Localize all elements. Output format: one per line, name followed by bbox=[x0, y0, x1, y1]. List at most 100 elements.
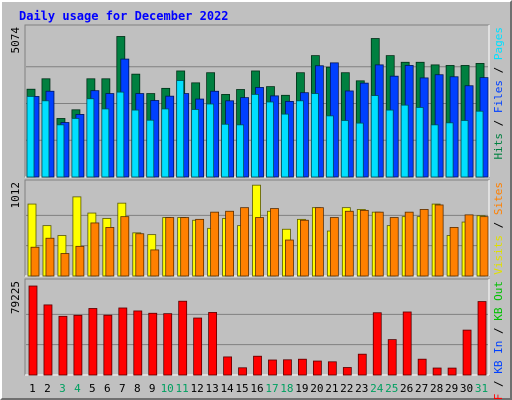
kbytes-bar bbox=[357, 353, 367, 376]
x-tick-label: 22 bbox=[340, 382, 353, 395]
sites-bar bbox=[434, 204, 444, 277]
sites-bar bbox=[75, 245, 85, 277]
x-tick-label: 5 bbox=[89, 382, 96, 395]
sites-bar bbox=[150, 249, 160, 277]
x-tick-label: 24 bbox=[370, 382, 384, 395]
legend-separator: / bbox=[492, 113, 505, 133]
pages-bar bbox=[251, 94, 259, 178]
kbytes-bar bbox=[417, 358, 427, 376]
kbytes-bar bbox=[238, 367, 247, 376]
pages-bar bbox=[41, 100, 50, 178]
sites-bar bbox=[464, 214, 474, 277]
pages-bar bbox=[116, 91, 125, 178]
x-tick-label: 19 bbox=[295, 382, 308, 395]
x-tick-label: 13 bbox=[205, 382, 218, 395]
legend-item: Visits bbox=[492, 235, 505, 275]
sites-bar bbox=[359, 209, 369, 277]
pages-bar bbox=[86, 98, 95, 178]
x-tick-label: 26 bbox=[400, 382, 413, 395]
pages-bar bbox=[445, 122, 454, 178]
x-tick-label: 3 bbox=[59, 382, 66, 395]
x-tick-label: 12 bbox=[191, 382, 204, 395]
kbytes-bar bbox=[387, 339, 397, 376]
sites-bar bbox=[195, 218, 205, 277]
sites-bar bbox=[344, 210, 354, 277]
legend-item: KB F bbox=[492, 394, 505, 400]
pages-bar bbox=[236, 124, 244, 178]
x-tick-label: 11 bbox=[176, 382, 189, 395]
legend-separator: / bbox=[492, 60, 505, 80]
sites-bar bbox=[285, 239, 294, 277]
sites-bar bbox=[120, 216, 130, 277]
sites-bar bbox=[210, 211, 220, 277]
pages-bar bbox=[355, 122, 364, 178]
kbytes-bar bbox=[118, 307, 128, 376]
x-tick-label: 9 bbox=[149, 382, 156, 395]
pages-bar bbox=[400, 104, 409, 178]
x-tick-label: 16 bbox=[250, 382, 263, 395]
pages-bar bbox=[325, 115, 334, 178]
pages-bar bbox=[340, 120, 349, 178]
x-tick-label: 27 bbox=[415, 382, 428, 395]
sites-bar bbox=[255, 217, 264, 277]
pages-bar bbox=[430, 124, 439, 178]
chart-title: Daily usage for December 2022 bbox=[19, 9, 229, 23]
pages-bar bbox=[71, 118, 80, 178]
sites-bar bbox=[419, 209, 429, 277]
kbytes-bar bbox=[163, 313, 173, 376]
legend-item: KB Out bbox=[492, 281, 505, 321]
legend-separator: / bbox=[492, 374, 505, 394]
sites-bar bbox=[180, 217, 190, 277]
sites-bar bbox=[374, 211, 384, 277]
sites-bar bbox=[314, 207, 324, 277]
sites-bar bbox=[389, 217, 399, 277]
sites-bar bbox=[60, 253, 70, 277]
kbytes-bar bbox=[283, 359, 292, 376]
kbytes-bar bbox=[148, 312, 158, 376]
y-axis-max-label: 79225 bbox=[9, 281, 22, 314]
sites-bar bbox=[165, 217, 175, 277]
kbytes-bar bbox=[447, 367, 457, 376]
x-tick-label: 14 bbox=[220, 382, 234, 395]
kbytes-bar bbox=[88, 308, 98, 376]
sites-bar bbox=[135, 233, 145, 277]
x-tick-label: 23 bbox=[355, 382, 368, 395]
pages-bar bbox=[206, 103, 215, 178]
legend-hits-files-pages: Hits / Files / Pages bbox=[492, 27, 505, 160]
sites-bar bbox=[240, 207, 249, 277]
kbytes-bar bbox=[298, 358, 307, 376]
y-axis-max-label: 5074 bbox=[9, 27, 22, 54]
pages-bar bbox=[131, 109, 140, 178]
kbytes-bar bbox=[58, 315, 68, 376]
x-tick-label: 18 bbox=[280, 382, 293, 395]
legend-item: Files bbox=[492, 80, 505, 113]
pages-bar bbox=[310, 93, 319, 178]
kbytes-bar bbox=[208, 312, 218, 376]
sites-bar bbox=[270, 208, 279, 277]
legend-visits-sites: Visits / Sites bbox=[492, 182, 505, 275]
sites-bar bbox=[45, 237, 55, 277]
pages-bar bbox=[266, 101, 274, 178]
sites-bar bbox=[479, 216, 489, 277]
pages-bar bbox=[26, 96, 35, 178]
x-tick-label: 15 bbox=[235, 382, 248, 395]
x-tick-label: 31 bbox=[475, 382, 488, 395]
kbytes-bar bbox=[372, 312, 382, 376]
pages-bar bbox=[415, 107, 424, 178]
kbytes-bar bbox=[28, 285, 38, 376]
sites-bar bbox=[449, 227, 459, 277]
kbytes-bar bbox=[73, 314, 83, 376]
legend-item: Pages bbox=[492, 27, 505, 60]
legend-separator: / bbox=[492, 215, 505, 235]
y-axis-max-label: 1012 bbox=[9, 182, 22, 209]
sites-bar bbox=[90, 222, 100, 277]
x-tick-label: 1 bbox=[29, 382, 36, 395]
kbytes-bar bbox=[327, 361, 337, 376]
kbytes-bar bbox=[432, 367, 442, 376]
pages-bar bbox=[56, 124, 65, 178]
kbytes-bar bbox=[178, 300, 188, 376]
legend-item: Hits bbox=[492, 133, 505, 160]
legend-item: Sites bbox=[492, 182, 505, 215]
kbytes-bar bbox=[103, 314, 113, 376]
